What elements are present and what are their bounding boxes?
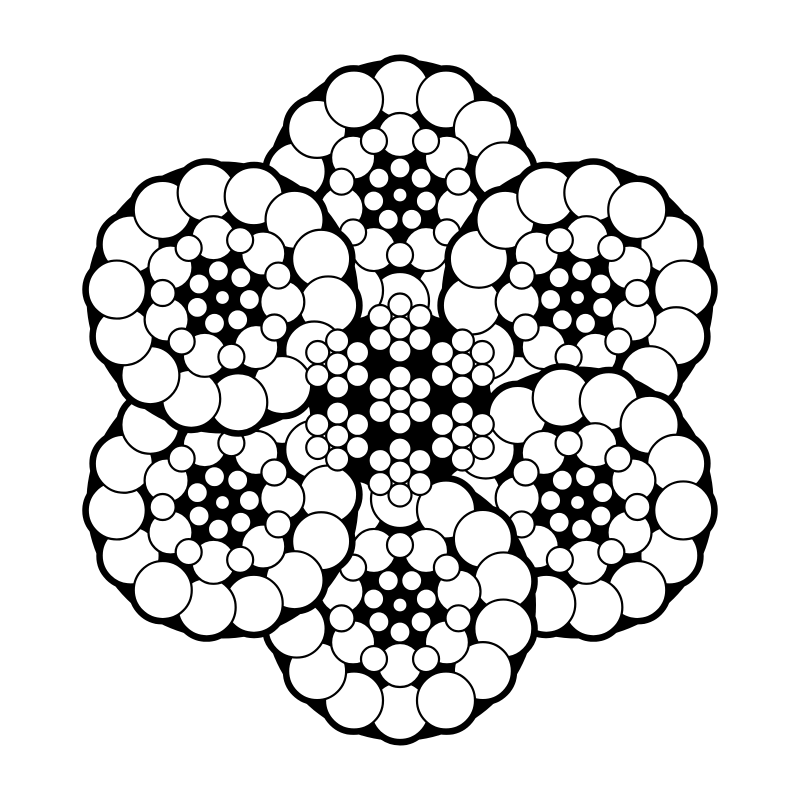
wire-rope-diagram [0,0,800,800]
